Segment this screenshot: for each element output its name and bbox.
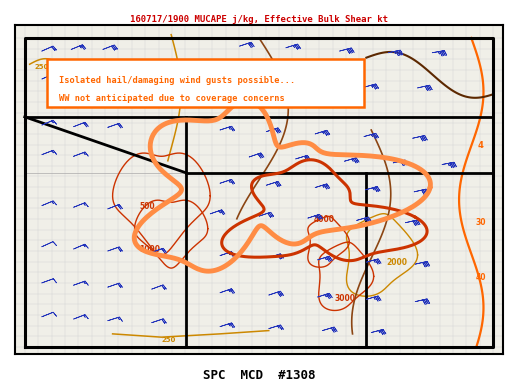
Text: 40: 40	[476, 273, 486, 282]
Text: 2000: 2000	[386, 258, 407, 267]
Text: 4000: 4000	[314, 215, 335, 224]
Text: 1000: 1000	[139, 245, 161, 254]
Text: 3000: 3000	[335, 294, 356, 303]
FancyBboxPatch shape	[47, 59, 364, 107]
Text: 4: 4	[478, 141, 483, 150]
Text: SPC  MCD  #1308: SPC MCD #1308	[203, 369, 315, 382]
Title: 160717/1900 MUCAPE j/kg, Effective Bulk Shear kt: 160717/1900 MUCAPE j/kg, Effective Bulk …	[130, 15, 388, 24]
Text: 250: 250	[162, 337, 176, 343]
Text: WW not anticipated due to coverage concerns: WW not anticipated due to coverage conce…	[59, 94, 285, 103]
Text: 250: 250	[35, 64, 49, 70]
Text: Isolated hail/damaging wind gusts possible...: Isolated hail/damaging wind gusts possib…	[59, 76, 295, 85]
Text: 30: 30	[476, 218, 486, 227]
Text: 500: 500	[139, 202, 155, 211]
